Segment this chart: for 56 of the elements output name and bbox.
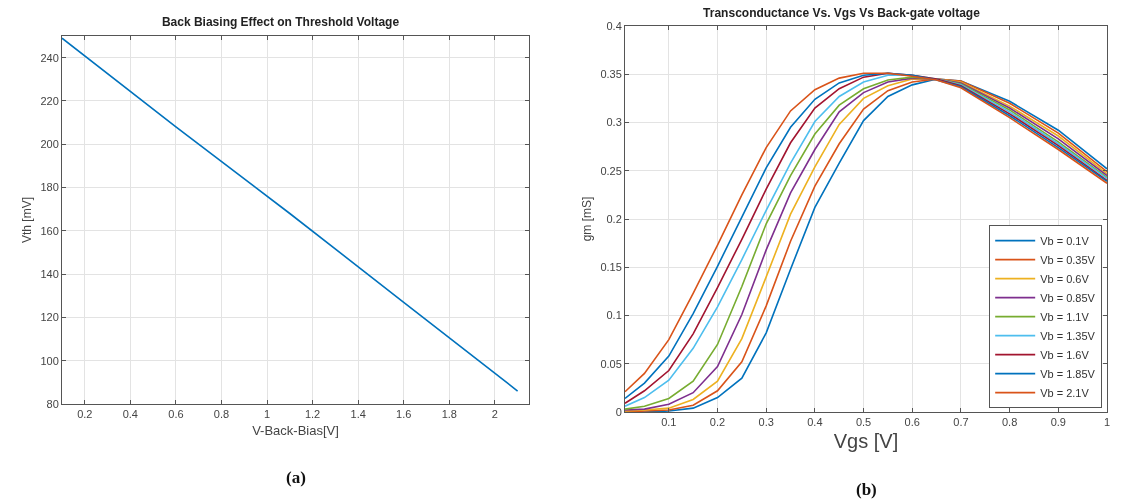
x-tick-label: 1.6 — [396, 408, 412, 421]
x-tick-label: 0.4 — [807, 416, 823, 429]
legend-label: Vb = 0.35V — [1040, 253, 1096, 266]
legend-label: Vb = 1.6V — [1040, 348, 1090, 361]
chart-title: Back Biasing Effect on Threshold Voltage — [161, 15, 400, 30]
legend-label: Vb = 1.1V — [1040, 310, 1090, 323]
line-series — [62, 37, 519, 392]
y-tick-label: 0.25 — [600, 164, 622, 177]
y-tick-label: 0.35 — [600, 68, 622, 81]
y-tick-label: 240 — [40, 51, 59, 64]
legend-label: Vb = 1.35V — [1040, 329, 1096, 342]
x-tick-label: 0.4 — [122, 408, 138, 421]
x-tick-label: 0.9 — [1050, 416, 1066, 429]
legend-label: Vb = 0.1V — [1040, 234, 1090, 247]
legend-label: Vb = 0.6V — [1040, 272, 1090, 285]
chart-title: Transconductance Vs. Vgs Vs Back-gate voltage — [703, 6, 981, 21]
y-tick-label: 0 — [615, 405, 622, 418]
x-axis-title: V-Back-Bias[V] — [252, 422, 339, 438]
y-tick-label: 80 — [46, 397, 59, 410]
y-tick-label: 100 — [40, 354, 59, 367]
y-tick-label: 120 — [40, 311, 59, 324]
y-axis-title: gm [mS] — [579, 196, 594, 242]
x-tick-label: 1.4 — [350, 408, 366, 421]
y-tick-label: 0.1 — [606, 309, 622, 322]
x-tick-label: 0.8 — [1001, 416, 1018, 429]
x-tick-label: 1.8 — [441, 408, 457, 421]
y-tick-label: 200 — [40, 138, 59, 151]
x-tick-label: 0.2 — [709, 416, 726, 429]
y-tick-label: 0.4 — [606, 19, 622, 32]
legend-label: Vb = 0.85V — [1040, 291, 1096, 304]
x-tick-label: 0.1 — [661, 416, 677, 429]
x-tick-label: 1 — [263, 408, 271, 421]
y-tick-label: 180 — [40, 181, 59, 194]
y-axis-title: Vth [mV] — [19, 196, 34, 244]
y-tick-label: 0.05 — [600, 357, 622, 370]
x-tick-label: 2 — [491, 408, 498, 421]
legend-label: Vb = 2.1V — [1040, 386, 1090, 399]
x-tick-label: 0.3 — [758, 416, 774, 429]
y-tick-label: 0.15 — [600, 261, 622, 274]
x-tick-label: 0.6 — [904, 416, 920, 429]
text: (a) — [286, 468, 306, 487]
y-tick-label: 220 — [40, 94, 59, 107]
x-tick-label: 0.2 — [77, 408, 93, 421]
y-tick-label: 160 — [40, 224, 59, 237]
x-tick-label: 0.8 — [213, 408, 230, 421]
x-tick-label: 0.6 — [168, 408, 184, 421]
x-tick-label: 0.5 — [855, 416, 872, 429]
y-tick-label: 140 — [40, 267, 59, 280]
x-tick-label: 1.2 — [304, 408, 321, 421]
x-axis-title: Vgs [V] — [833, 429, 899, 452]
y-tick-label: 0.2 — [606, 212, 622, 225]
y-tick-label: 0.3 — [606, 116, 622, 129]
text: (b) — [856, 480, 877, 499]
x-tick-label: 0.7 — [953, 416, 969, 429]
legend-label: Vb = 1.85V — [1040, 367, 1096, 380]
x-tick-label: 1 — [1103, 416, 1111, 429]
